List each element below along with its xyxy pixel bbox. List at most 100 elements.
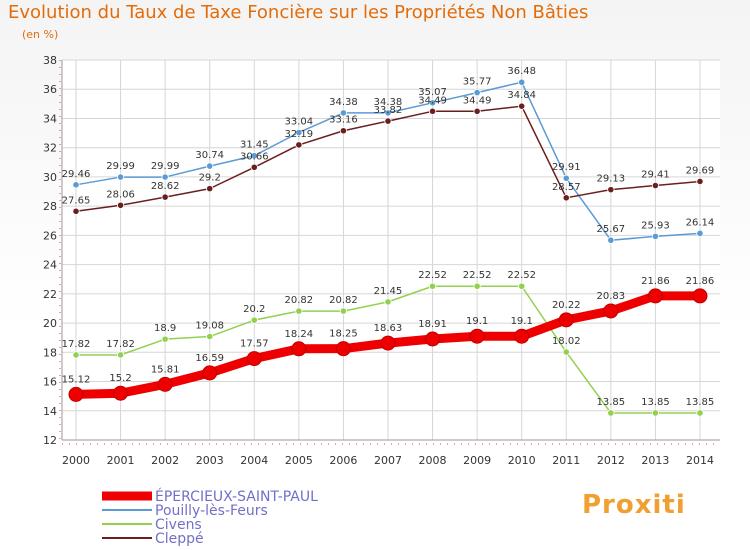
series-point bbox=[428, 99, 437, 107]
series-point bbox=[250, 163, 258, 171]
data-label: 18.02 bbox=[552, 336, 581, 347]
data-label: 18.25 bbox=[329, 329, 358, 340]
data-label: 22.52 bbox=[418, 270, 447, 281]
y-tick-label: 28 bbox=[43, 200, 57, 213]
series-point bbox=[473, 282, 481, 290]
y-tick-label: 32 bbox=[43, 142, 57, 155]
series-point bbox=[116, 173, 125, 181]
data-label: 20.2 bbox=[243, 304, 265, 315]
x-tick-label: 2014 bbox=[686, 454, 714, 467]
data-label: 21.45 bbox=[374, 286, 403, 297]
data-label: 29.2 bbox=[199, 173, 221, 184]
data-label: 13.85 bbox=[641, 397, 670, 408]
series-point bbox=[518, 78, 526, 86]
y-tick-label: 26 bbox=[43, 229, 57, 242]
series-point bbox=[469, 328, 485, 344]
series-point bbox=[113, 385, 129, 401]
y-tick-label: 12 bbox=[43, 434, 57, 447]
series-point bbox=[339, 109, 348, 117]
data-label: 26.14 bbox=[686, 217, 715, 228]
legend-label: Civens bbox=[155, 517, 202, 533]
series-point bbox=[206, 185, 214, 193]
legend-label: Cleppé bbox=[155, 531, 204, 547]
data-label: 15.12 bbox=[62, 374, 91, 385]
data-label: 32.19 bbox=[285, 129, 314, 140]
x-tick-label: 2009 bbox=[463, 454, 491, 467]
data-label: 29.13 bbox=[597, 174, 626, 185]
series-point bbox=[291, 341, 307, 357]
data-label: 34.49 bbox=[463, 95, 492, 106]
series-point bbox=[384, 109, 392, 117]
series-point bbox=[384, 298, 392, 306]
series-point bbox=[339, 307, 348, 315]
data-label: 34.49 bbox=[418, 95, 447, 106]
plot-area bbox=[62, 60, 720, 440]
series-point bbox=[206, 162, 214, 170]
series-point bbox=[696, 409, 704, 417]
data-label: 35.07 bbox=[418, 87, 447, 98]
x-tick-label: 2007 bbox=[374, 454, 402, 467]
series-point bbox=[651, 409, 660, 417]
x-tick-label: 2012 bbox=[597, 454, 625, 467]
series-point bbox=[607, 186, 615, 194]
data-label: 21.86 bbox=[686, 276, 715, 287]
series-point bbox=[380, 335, 396, 351]
data-label: 19.1 bbox=[511, 316, 533, 327]
data-label: 34.38 bbox=[374, 97, 403, 108]
series-point bbox=[68, 386, 84, 402]
data-label: 22.52 bbox=[507, 270, 536, 281]
series-point bbox=[295, 307, 303, 315]
series-point bbox=[518, 282, 526, 290]
data-label: 29.91 bbox=[552, 162, 581, 173]
y-tick-label: 38 bbox=[43, 54, 57, 67]
y-tick-label: 34 bbox=[43, 112, 57, 125]
series-point bbox=[250, 152, 258, 160]
data-label: 18.9 bbox=[154, 323, 176, 334]
series-point bbox=[295, 128, 303, 137]
series-point bbox=[72, 351, 80, 359]
logo-text: Proxiti bbox=[582, 490, 686, 520]
x-tick-label: 2005 bbox=[285, 454, 313, 467]
data-label: 18.24 bbox=[285, 329, 314, 340]
series-point bbox=[562, 194, 570, 202]
x-tick-label: 2003 bbox=[196, 454, 224, 467]
series-point bbox=[473, 107, 481, 115]
series-point bbox=[157, 376, 173, 392]
data-label: 29.99 bbox=[106, 161, 135, 172]
data-label: 29.41 bbox=[641, 170, 670, 181]
series-point bbox=[161, 193, 169, 201]
data-label: 28.57 bbox=[552, 182, 581, 193]
data-label: 27.65 bbox=[62, 195, 91, 206]
proxiti-logo[interactable]: Proxiti bbox=[582, 490, 686, 520]
series-point bbox=[518, 102, 526, 110]
series-point bbox=[651, 181, 660, 190]
data-label: 31.45 bbox=[240, 140, 269, 151]
data-label: 15.81 bbox=[151, 364, 180, 375]
data-label: 17.82 bbox=[62, 339, 91, 350]
data-label: 35.77 bbox=[463, 77, 492, 88]
series-point bbox=[246, 351, 262, 367]
series-point bbox=[558, 312, 574, 328]
x-tick-label: 2006 bbox=[329, 454, 357, 467]
legend-label: Pouilly-lès-Feurs bbox=[155, 503, 268, 519]
y-tick-label: 20 bbox=[43, 317, 57, 330]
legend-label: ÉPERCIEUX-SAINT-PAUL bbox=[155, 488, 318, 505]
series-point bbox=[692, 288, 708, 304]
data-label: 18.91 bbox=[418, 319, 447, 330]
y-tick-label: 22 bbox=[43, 288, 57, 301]
series-point bbox=[250, 316, 258, 324]
x-tick-label: 2011 bbox=[552, 454, 580, 467]
series-point bbox=[514, 328, 530, 344]
y-tick-label: 14 bbox=[43, 405, 57, 418]
series-point bbox=[72, 207, 80, 215]
y-tick-label: 24 bbox=[43, 259, 57, 272]
series-point bbox=[335, 341, 351, 357]
series-point bbox=[206, 332, 214, 341]
data-label: 34.84 bbox=[507, 90, 536, 101]
data-label: 25.93 bbox=[641, 220, 670, 231]
y-tick-label: 18 bbox=[43, 346, 57, 359]
data-label: 34.38 bbox=[329, 97, 358, 108]
series-point bbox=[562, 348, 570, 356]
